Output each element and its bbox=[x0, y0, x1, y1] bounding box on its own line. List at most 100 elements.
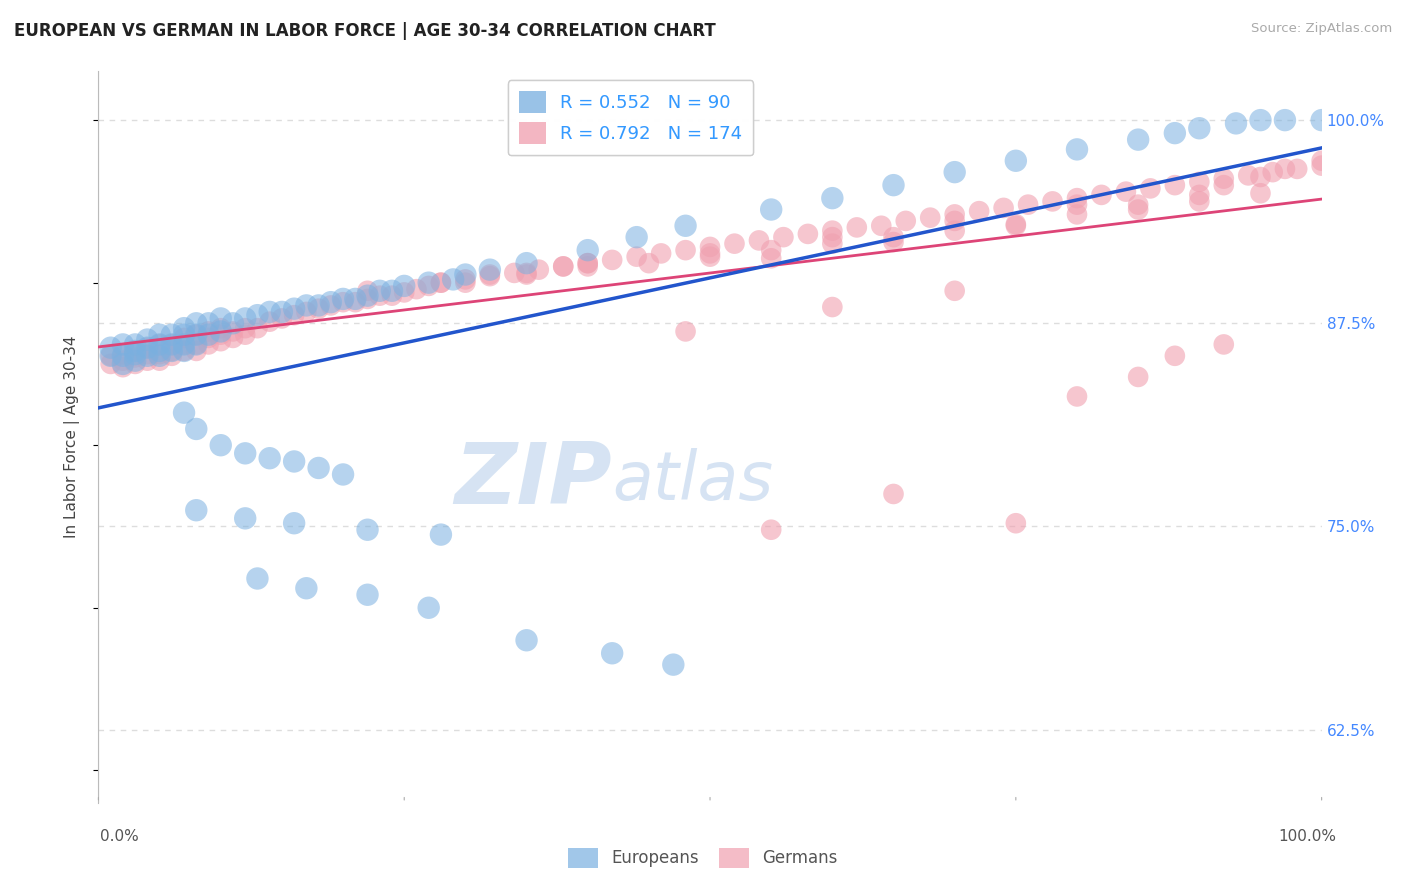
Point bbox=[209, 438, 232, 452]
Point bbox=[1017, 197, 1039, 211]
Point bbox=[1042, 194, 1064, 209]
Point bbox=[160, 349, 183, 363]
Point bbox=[515, 633, 537, 648]
Point bbox=[418, 600, 440, 615]
Point bbox=[943, 214, 966, 228]
Point bbox=[124, 353, 146, 368]
Point bbox=[222, 325, 245, 339]
Text: Source: ZipAtlas.com: Source: ZipAtlas.com bbox=[1251, 22, 1392, 36]
Point bbox=[356, 292, 378, 306]
Point bbox=[173, 406, 195, 420]
Point bbox=[1310, 159, 1333, 173]
Point bbox=[222, 331, 245, 345]
Point bbox=[332, 467, 354, 482]
Point bbox=[173, 343, 195, 358]
Point bbox=[454, 272, 477, 286]
Point bbox=[576, 256, 599, 270]
Point bbox=[124, 357, 146, 371]
Point bbox=[160, 327, 183, 342]
Point bbox=[124, 343, 146, 358]
Point bbox=[772, 230, 794, 244]
Point bbox=[197, 327, 219, 342]
Point bbox=[332, 295, 354, 310]
Point bbox=[430, 276, 453, 290]
Point bbox=[430, 276, 453, 290]
Point bbox=[186, 337, 208, 351]
Point bbox=[626, 230, 648, 244]
Point bbox=[1004, 516, 1026, 531]
Point bbox=[883, 235, 905, 249]
Point bbox=[515, 268, 537, 282]
Point bbox=[160, 343, 183, 358]
Point bbox=[418, 279, 440, 293]
Point bbox=[883, 487, 905, 501]
Legend: R = 0.552   N = 90, R = 0.792   N = 174: R = 0.552 N = 90, R = 0.792 N = 174 bbox=[508, 80, 754, 155]
Point bbox=[943, 224, 966, 238]
Point bbox=[943, 284, 966, 298]
Point bbox=[576, 256, 599, 270]
Point bbox=[626, 250, 648, 264]
Point bbox=[111, 337, 134, 351]
Point bbox=[209, 325, 232, 339]
Point bbox=[1249, 169, 1271, 184]
Point bbox=[576, 260, 599, 274]
Point bbox=[723, 236, 745, 251]
Point bbox=[576, 243, 599, 257]
Point bbox=[283, 301, 305, 316]
Point bbox=[1115, 185, 1137, 199]
Text: atlas: atlas bbox=[612, 448, 773, 514]
Point bbox=[186, 316, 208, 330]
Point bbox=[149, 337, 172, 351]
Point bbox=[748, 234, 770, 248]
Point bbox=[1310, 113, 1333, 128]
Point bbox=[1212, 337, 1234, 351]
Point bbox=[149, 343, 172, 358]
Point bbox=[100, 349, 122, 363]
Point bbox=[761, 523, 783, 537]
Point bbox=[430, 527, 453, 541]
Point bbox=[124, 351, 146, 365]
Point bbox=[527, 262, 550, 277]
Point bbox=[319, 295, 342, 310]
Point bbox=[160, 343, 183, 358]
Point bbox=[344, 292, 367, 306]
Point bbox=[761, 252, 783, 266]
Point bbox=[1225, 116, 1247, 130]
Point bbox=[233, 327, 256, 342]
Point bbox=[1066, 191, 1088, 205]
Y-axis label: In Labor Force | Age 30-34: In Labor Force | Age 30-34 bbox=[63, 335, 80, 539]
Point bbox=[392, 279, 416, 293]
Point bbox=[197, 331, 219, 345]
Point bbox=[1188, 187, 1211, 202]
Point bbox=[356, 284, 378, 298]
Point bbox=[1188, 175, 1211, 189]
Point bbox=[283, 516, 305, 531]
Point bbox=[186, 503, 208, 517]
Point bbox=[136, 341, 159, 355]
Point bbox=[675, 219, 697, 233]
Point bbox=[920, 211, 942, 225]
Point bbox=[553, 260, 575, 274]
Point bbox=[1139, 181, 1161, 195]
Point bbox=[160, 337, 183, 351]
Point bbox=[1066, 389, 1088, 403]
Point bbox=[1066, 197, 1088, 211]
Point bbox=[1128, 370, 1150, 384]
Point bbox=[283, 308, 305, 322]
Point bbox=[173, 327, 195, 342]
Point bbox=[1212, 171, 1234, 186]
Point bbox=[173, 337, 195, 351]
Point bbox=[478, 268, 501, 282]
Point bbox=[160, 337, 183, 351]
Point bbox=[124, 347, 146, 361]
Point bbox=[111, 347, 134, 361]
Point bbox=[173, 337, 195, 351]
Point bbox=[124, 343, 146, 358]
Point bbox=[1249, 186, 1271, 201]
Point bbox=[259, 315, 281, 329]
Point bbox=[209, 334, 232, 348]
Point bbox=[1164, 178, 1187, 193]
Point bbox=[675, 243, 697, 257]
Point bbox=[136, 333, 159, 347]
Point bbox=[173, 321, 195, 335]
